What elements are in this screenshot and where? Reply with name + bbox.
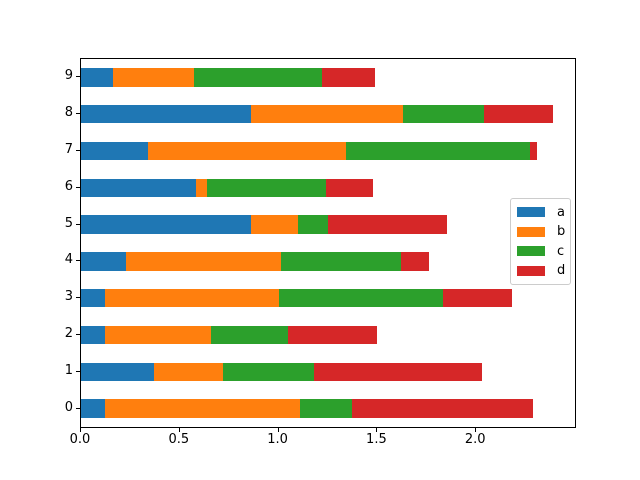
y-tick-mark-7: [76, 150, 80, 151]
bar-row0-segment-b: [104, 399, 301, 418]
bar-row9-segment-c: [193, 68, 323, 87]
y-tick-label-1: 1: [64, 362, 73, 378]
y-tick-label-9: 9: [64, 68, 73, 84]
y-tick-label-8: 8: [64, 105, 73, 121]
legend-swatch-c-icon: [517, 246, 545, 257]
x-tick-label-2.0: 2.0: [464, 432, 486, 447]
x-tick-label-1.5: 1.5: [366, 432, 387, 447]
bar-row1-segment-a: [81, 362, 155, 381]
bar-row5-segment-d: [328, 215, 447, 234]
x-tick-label-0.0: 0.0: [69, 432, 91, 447]
y-tick-mark-6: [76, 186, 80, 188]
y-tick-label-7: 7: [64, 142, 73, 157]
x-tick-label-1.0: 1.0: [267, 432, 288, 447]
bar-row2-segment-b: [104, 325, 212, 345]
y-tick-mark-1: [76, 370, 80, 372]
bar-row3-segment-d: [442, 289, 512, 308]
bar-row0-segment-c: [300, 399, 352, 418]
y-tick-mark-3: [76, 297, 80, 299]
y-tick-mark-4: [76, 260, 80, 262]
legend-entry-d: d: [517, 263, 566, 279]
bar-row6-segment-c: [207, 178, 326, 197]
legend-label-d: d: [557, 263, 566, 279]
bar-row3-segment-c: [278, 289, 443, 308]
bar-row8-segment-d: [484, 105, 554, 124]
bar-row8-segment-b: [250, 105, 404, 124]
x-tick-mark-1.0: [277, 428, 279, 432]
bar-row2-segment-a: [81, 325, 105, 345]
bar-row9-segment-a: [81, 68, 113, 87]
bar-row7-segment-b: [148, 141, 346, 161]
bar-row4-segment-a: [81, 252, 127, 271]
bar-row1-segment-d: [314, 362, 483, 381]
legend-swatch-d-icon: [517, 265, 545, 276]
x-tick-mark-0.0: [80, 428, 81, 432]
legend-swatch-b-icon: [517, 226, 545, 237]
y-tick-label-2: 2: [64, 326, 73, 341]
bar-row1-segment-b: [154, 362, 224, 381]
legend-entry-b: b: [517, 224, 566, 240]
bar-row7-segment-c: [345, 141, 530, 161]
legend-entry-a: a: [517, 204, 565, 220]
x-tick-label-0.5: 0.5: [168, 432, 190, 447]
y-tick-label-3: 3: [64, 289, 73, 305]
bar-row2-segment-c: [211, 325, 289, 345]
bar-row7-segment-a: [81, 141, 149, 161]
bar-row0-segment-a: [81, 399, 105, 418]
bar-row8-segment-a: [81, 105, 251, 124]
y-tick-label-5: 5: [64, 215, 73, 231]
x-tick-mark-1.5: [376, 428, 378, 432]
bar-row4-segment-b: [126, 252, 281, 271]
bar-row9-segment-d: [322, 68, 376, 87]
legend-label-a: a: [557, 204, 565, 220]
bar-row6-segment-d: [326, 178, 374, 197]
bar-row5-segment-a: [81, 215, 251, 234]
legend-entry-c: c: [517, 243, 565, 259]
bar-row6-segment-b: [195, 178, 208, 197]
y-tick-label-0: 0: [64, 399, 73, 415]
plot-area: [80, 58, 576, 428]
bar-row4-segment-c: [280, 252, 402, 271]
bar-row3-segment-a: [81, 289, 105, 308]
y-tick-mark-8: [76, 113, 80, 115]
bar-row4-segment-d: [401, 252, 429, 271]
y-tick-label-6: 6: [64, 178, 73, 194]
bar-row5-segment-c: [298, 215, 328, 234]
y-tick-mark-9: [76, 76, 80, 78]
legend-label-c: c: [557, 243, 565, 259]
y-tick-mark-2: [76, 334, 80, 335]
y-tick-mark-0: [76, 407, 80, 409]
bar-row8-segment-c: [403, 105, 485, 124]
bar-row3-segment-b: [104, 289, 279, 308]
bar-row2-segment-d: [288, 325, 378, 345]
legend-swatch-a-icon: [517, 207, 545, 217]
y-tick-label-4: 4: [64, 252, 73, 268]
x-tick-mark-2.0: [475, 428, 477, 432]
bar-row5-segment-b: [250, 215, 299, 234]
bar-row6-segment-a: [81, 178, 196, 197]
bar-row9-segment-b: [112, 68, 194, 87]
x-tick-mark-0.5: [178, 428, 180, 432]
legend-label-b: b: [557, 224, 566, 240]
bar-row7-segment-d: [529, 141, 538, 161]
bar-row1-segment-c: [223, 362, 315, 381]
y-tick-mark-5: [76, 223, 80, 225]
bar-row0-segment-d: [351, 399, 534, 418]
